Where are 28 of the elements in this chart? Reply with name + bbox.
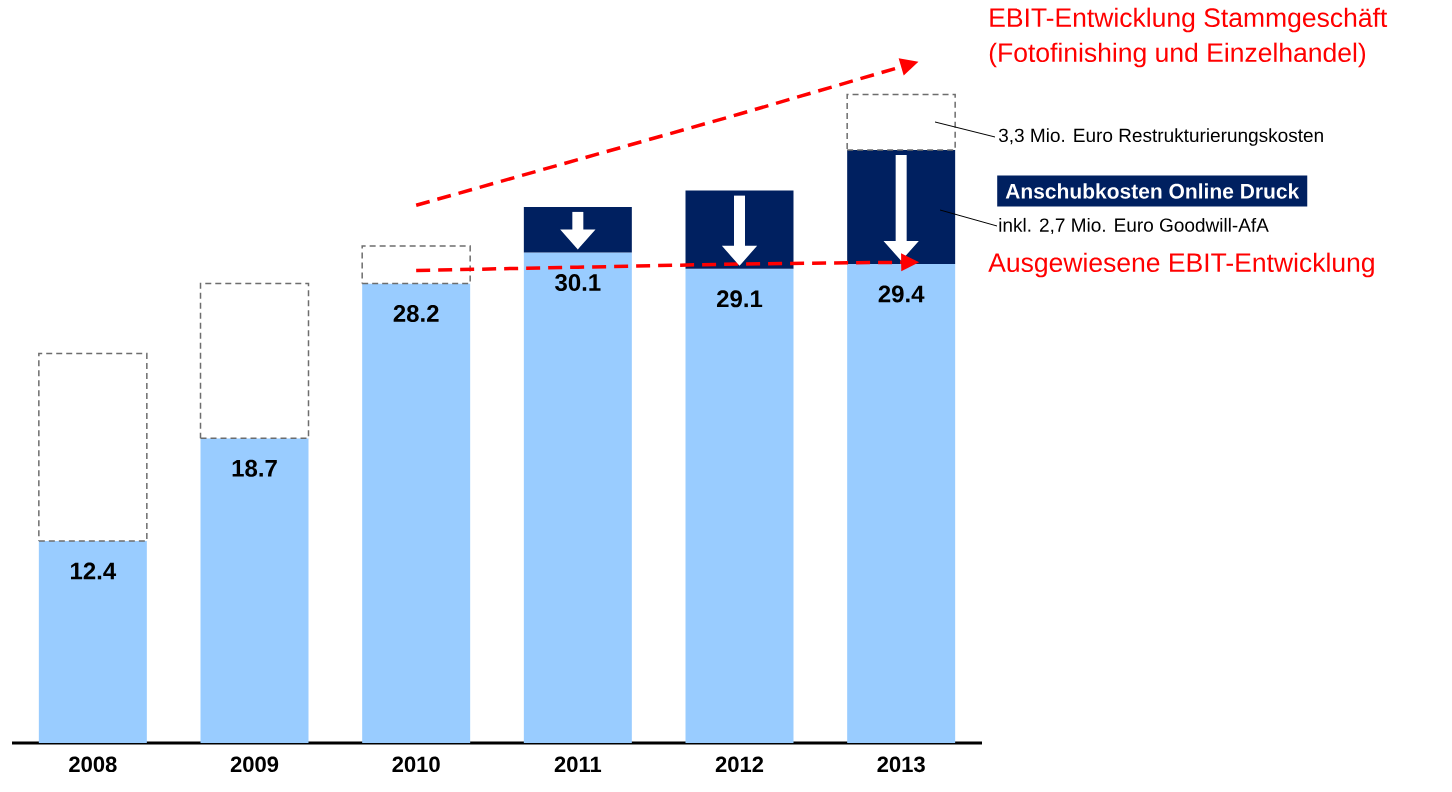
x-tick-label: 2008 xyxy=(69,756,117,773)
text: (Fotofinishing und Einzelhandel) xyxy=(989,42,1366,68)
data-label: 28.2 xyxy=(393,305,439,322)
bar xyxy=(38,352,148,542)
bar xyxy=(200,438,309,743)
bar xyxy=(362,283,471,743)
bar xyxy=(361,245,471,285)
bar xyxy=(199,282,310,440)
text: Anschubkosten Online Druck xyxy=(1005,183,1300,199)
bar xyxy=(685,268,794,743)
data-label: 29.1 xyxy=(716,290,763,308)
data-label: 18.7 xyxy=(232,459,277,477)
text: inkl. 2,7 Mio. Euro Goodwill-AfA xyxy=(999,217,1269,235)
x-tick-label: 2013 xyxy=(877,756,925,773)
x-tick-label: 2011 xyxy=(554,756,602,773)
x-tick-label: 2012 xyxy=(715,756,764,773)
bar xyxy=(847,263,956,743)
bar xyxy=(846,93,956,151)
bar xyxy=(38,540,147,743)
data-label: 30.1 xyxy=(555,274,601,292)
x-tick-label: 2010 xyxy=(392,756,440,773)
x-tick-label: 2009 xyxy=(230,756,279,773)
bar xyxy=(523,252,632,743)
text: Ausgewiesene EBIT-Entwicklung xyxy=(988,252,1374,278)
data-label: 29.4 xyxy=(878,285,925,303)
text: EBIT-Entwicklung Stammgeschäft xyxy=(990,7,1388,33)
data-label: 12.4 xyxy=(70,562,117,580)
text: 3,3 Mio. Euro Restrukturierungskosten xyxy=(998,128,1323,146)
